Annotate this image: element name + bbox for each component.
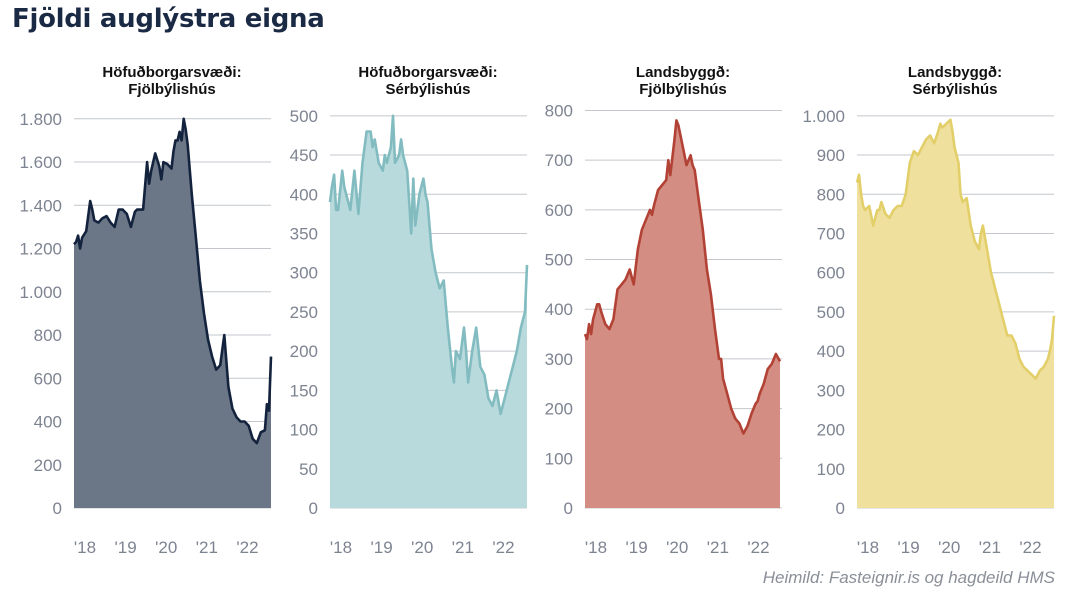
y-tick-label: 50: [299, 460, 318, 479]
y-tick-label: 900: [817, 146, 845, 165]
series-line: [328, 114, 529, 416]
x-tick-label: '22: [1019, 538, 1041, 557]
x-tick-label: '20: [155, 538, 177, 557]
y-tick-label: 700: [545, 151, 573, 170]
y-tick-label: 400: [34, 413, 62, 432]
y-tick-label: 300: [817, 381, 845, 400]
x-tick-label: '18: [74, 538, 96, 557]
series-area: [857, 119, 1054, 509]
y-tick-label: 1.000: [802, 107, 845, 126]
series-line: [73, 117, 273, 445]
panel-title-line1: Landsbyggð:: [908, 64, 1002, 81]
y-tick-label: 600: [34, 369, 62, 388]
y-tick-label: 400: [290, 185, 318, 204]
x-tick-label: '20: [666, 538, 688, 557]
y-tick-label: 500: [545, 251, 573, 270]
series-line: [855, 118, 1056, 380]
y-tick-label: 250: [290, 303, 318, 322]
y-tick-label: 200: [290, 342, 318, 361]
y-tick-label: 450: [290, 146, 318, 165]
y-tick-label: 1.600: [19, 153, 62, 172]
y-tick-label: 600: [545, 201, 573, 220]
x-tick-label: '18: [857, 538, 879, 557]
x-tick-label: '21: [452, 538, 474, 557]
y-tick-label: 0: [564, 499, 573, 518]
y-tick-label: 200: [34, 456, 62, 475]
panel-title-line1: Landsbyggð:: [636, 64, 730, 81]
chart-panel-4: 0 100 200 300 400 500 600 700 800 900 1.000 '18 '19 '…: [802, 64, 1056, 557]
x-tick-label: '18: [585, 538, 607, 557]
y-tick-label: 0: [309, 499, 318, 518]
y-tick-label: 1.200: [19, 240, 62, 259]
y-tick-label: 100: [290, 421, 318, 440]
x-tick-label: '21: [979, 538, 1001, 557]
x-tick-label: '19: [626, 538, 648, 557]
x-tick-label: '20: [411, 538, 433, 557]
y-tick-label: 300: [290, 264, 318, 283]
x-tick-label: '22: [236, 538, 258, 557]
y-tick-label: 500: [290, 107, 318, 126]
x-tick-label: '21: [196, 538, 218, 557]
chart-panel-1: 0 200 400 600 800 1.000 1.200 1.400 1.600 1.800 '1…: [19, 64, 273, 557]
y-tick-label: 800: [34, 326, 62, 345]
y-tick-label: 400: [817, 342, 845, 361]
x-tick-label: '22: [747, 538, 769, 557]
source-note: Heimild: Fasteignir.is og hagdeild HMS: [762, 568, 1055, 587]
panel-title-line1: Höfuðborgarsvæði:: [358, 64, 497, 81]
y-tick-label: 1.400: [19, 196, 62, 215]
x-tick-label: '22: [492, 538, 514, 557]
chart-panel-3: 0 100 200 300 400 500 600 700 800 '18 '19 '20 '21 '22…: [545, 64, 782, 557]
y-tick-label: 1.000: [19, 283, 62, 302]
series-line: [583, 119, 782, 435]
x-tick-label: '19: [115, 538, 137, 557]
y-tick-label: 500: [817, 303, 845, 322]
y-tick-label: 0: [836, 499, 845, 518]
panel-title-line2: Fjölbýlishús: [128, 81, 216, 98]
chart-panel-2: 0 50 100 150 200 250 300 350 400 450 500 '18 '19 '20 '…: [290, 64, 529, 557]
x-tick-label: '19: [371, 538, 393, 557]
y-tick-label: 100: [545, 449, 573, 468]
series-area: [330, 115, 527, 509]
y-tick-label: 300: [545, 350, 573, 369]
y-tick-label: 200: [817, 421, 845, 440]
y-tick-label: 700: [817, 224, 845, 243]
y-tick-label: 350: [290, 224, 318, 243]
panel-title-line2: Fjölbýlishús: [639, 81, 727, 98]
x-tick-label: '20: [938, 538, 960, 557]
y-tick-label: 0: [53, 499, 62, 518]
y-tick-label: 200: [545, 400, 573, 419]
y-tick-label: 800: [817, 185, 845, 204]
x-tick-label: '21: [707, 538, 729, 557]
y-tick-label: 150: [290, 381, 318, 400]
panel-title-line2: Sérbýlishús: [385, 81, 470, 98]
chart-main-title: Fjöldi auglýstra eigna: [12, 4, 325, 34]
y-tick-label: 1.800: [19, 110, 62, 129]
panel-title-line1: Höfuðborgarsvæði:: [102, 64, 241, 81]
x-tick-label: '18: [330, 538, 352, 557]
y-tick-label: 400: [545, 300, 573, 319]
y-tick-label: 600: [817, 264, 845, 283]
panel-title-line2: Sérbýlishús: [912, 81, 997, 98]
series-area: [74, 118, 271, 509]
x-tick-label: '19: [898, 538, 920, 557]
y-tick-label: 800: [545, 101, 573, 120]
y-tick-label: 100: [817, 460, 845, 479]
